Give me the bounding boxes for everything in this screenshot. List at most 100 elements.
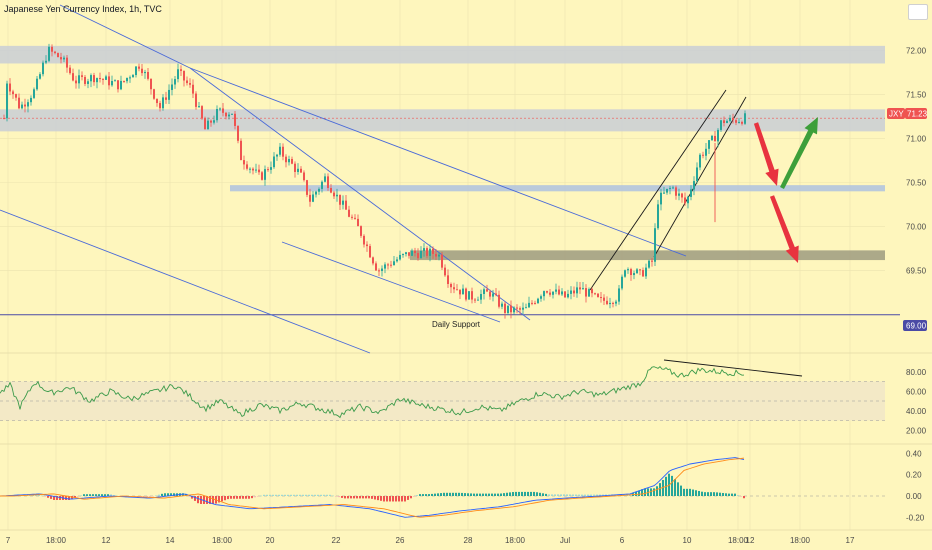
candle-body-170	[513, 307, 515, 313]
price-tick-3: 70.50	[906, 179, 927, 188]
symbol-tag-text: JXY	[889, 110, 904, 119]
candle-body-63	[192, 84, 194, 94]
candle-body-195	[588, 289, 590, 297]
macd-histogram-bar-48	[143, 496, 145, 498]
candle-body-182	[549, 292, 551, 295]
candle-body-78	[237, 125, 239, 141]
macd-histogram-bar-174	[521, 491, 523, 496]
candle-body-151	[456, 289, 458, 291]
macd-histogram-bar-142	[425, 494, 427, 496]
candle-body-106	[321, 181, 323, 189]
macd-histogram-bar-246	[737, 495, 739, 496]
macd-histogram-bar-153	[458, 492, 460, 496]
candle-body-126	[381, 268, 383, 271]
chart-settings-button[interactable]	[908, 4, 928, 20]
candle-body-123	[372, 257, 374, 264]
candle-body-120	[363, 235, 365, 245]
candle-body-5	[18, 97, 20, 109]
zone-1	[0, 109, 885, 132]
candle-body-4	[15, 94, 17, 98]
macd-histogram-bar-231	[692, 489, 694, 496]
candle-body-208	[627, 269, 629, 271]
candle-body-76	[231, 113, 233, 115]
candle-body-94	[285, 156, 287, 163]
macd-histogram-bar-74	[221, 496, 223, 502]
trendline-6	[653, 96, 747, 258]
macd-histogram-bar-234	[701, 491, 703, 496]
candle-body-48	[147, 71, 149, 79]
candle-body-194	[585, 288, 587, 297]
candle-body-245	[738, 121, 740, 123]
macd-histogram-bar-135	[404, 496, 406, 502]
candle-body-58	[177, 69, 179, 80]
macd-histogram-bar-35	[104, 494, 106, 496]
macd-histogram-bar-242	[725, 493, 727, 496]
candle-body-108	[327, 176, 329, 189]
candle-body-225	[678, 193, 680, 196]
macd-histogram-bar-80	[239, 496, 241, 499]
macd-histogram-bar-119	[356, 496, 358, 499]
macd-histogram-bar-100	[299, 494, 301, 496]
candle-body-39	[120, 80, 122, 90]
macd-histogram-bar-123	[368, 496, 370, 499]
candle-body-171	[516, 307, 518, 309]
candle-body-95	[288, 158, 290, 163]
candle-body-54	[165, 97, 167, 100]
macd-histogram-bar-55	[164, 493, 166, 496]
macd-histogram-bar-62	[185, 494, 187, 496]
macd-histogram-bar-199	[596, 494, 598, 496]
candle-body-35	[108, 76, 110, 86]
candle-body-163	[492, 293, 494, 297]
zone-3	[410, 250, 885, 261]
candle-body-135	[408, 252, 410, 256]
candle-body-70	[213, 120, 215, 123]
macd-histogram-bar-131	[392, 496, 394, 502]
arrow-down-2	[769, 195, 799, 263]
candle-body-71	[216, 109, 218, 121]
macd-histogram-bar-16	[47, 496, 49, 498]
macd-histogram-bar-50	[149, 496, 151, 498]
time-tick-2: 12	[102, 536, 111, 545]
macd-histogram-bar-229	[686, 488, 688, 496]
candle-body-130	[393, 261, 395, 266]
macd-histogram-bar-182	[545, 493, 547, 496]
candle-body-41	[126, 77, 128, 82]
macd-histogram-bar-159	[476, 493, 478, 496]
candle-body-83	[252, 168, 254, 171]
candle-body-93	[282, 146, 284, 157]
macd-histogram-bar-104	[311, 494, 313, 496]
candle-body-112	[339, 194, 341, 205]
macd-histogram-bar-115	[344, 496, 346, 499]
candle-body-44	[135, 66, 137, 76]
candle-body-12	[39, 74, 41, 79]
candle-body-20	[63, 57, 65, 60]
candle-body-181	[546, 291, 548, 293]
candle-body-180	[543, 291, 545, 297]
macd-histogram-bar-219	[656, 486, 658, 496]
price-axis: 72.00 71.50 71.00 70.50 70.00 69.50 80.00 60.00…	[906, 46, 927, 522]
candle-body-235	[708, 140, 710, 149]
candle-body-162	[489, 291, 491, 297]
macd-histogram-bar-26	[77, 496, 79, 497]
macd-histogram-bar-248	[743, 496, 745, 499]
macd-histogram-bar-238	[713, 492, 715, 496]
macd-histogram-bar-29	[86, 494, 88, 496]
macd-histogram-bar-144	[431, 493, 433, 496]
candle-body-75	[228, 114, 230, 117]
macd-histogram-bar-201	[602, 494, 604, 496]
candle-body-2	[9, 83, 11, 92]
candle-body-60	[183, 70, 185, 81]
candle-body-79	[240, 140, 242, 161]
candle-body-29	[90, 75, 92, 82]
candle-body-67	[204, 118, 206, 130]
candlestick-series	[3, 43, 746, 319]
candle-body-205	[618, 288, 620, 302]
macd-histogram-bar-17	[50, 496, 52, 499]
macd-histogram-bar-167	[500, 493, 502, 496]
candle-body-214	[645, 267, 647, 277]
candle-body-246	[741, 121, 743, 124]
macd-histogram-bar-77	[230, 496, 232, 499]
macd-histogram-bar-121	[362, 496, 364, 499]
